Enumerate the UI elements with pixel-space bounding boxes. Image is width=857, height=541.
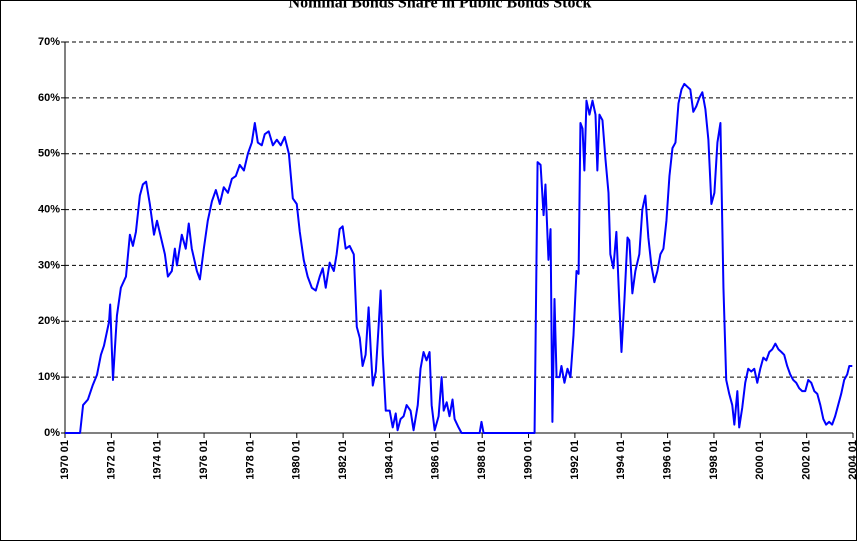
x-tick-label: 1996 01: [661, 440, 673, 480]
x-tick-label: 1970 01: [59, 440, 71, 480]
x-tick-label: 2000 01: [754, 440, 766, 480]
x-tick-label: 1980 01: [291, 440, 303, 480]
x-tick-label: 1978 01: [244, 440, 256, 480]
x-tick-label: 1990 01: [522, 440, 534, 480]
x-tick-label: 1974 01: [152, 440, 164, 480]
x-tick-label: 1992 01: [569, 440, 581, 480]
x-tick-label: 2002 01: [801, 440, 813, 480]
y-tick-label: 50%: [38, 148, 60, 160]
y-tick-label: 40%: [38, 203, 60, 215]
series-line: [65, 82, 853, 434]
y-tick-label: 60%: [38, 92, 60, 104]
y-tick-label: 70%: [38, 36, 60, 48]
y-tick-label: 10%: [38, 371, 60, 383]
x-tick-label: 1986 01: [430, 440, 442, 480]
chart-title: Nominal Bonds Share in Public Bonds Stoc…: [289, 0, 592, 12]
x-tick-label: 1994 01: [615, 440, 627, 480]
y-tick-label: 0%: [44, 427, 60, 439]
x-tick-label: 2004 01: [847, 440, 857, 480]
y-tick-label: 20%: [38, 315, 60, 327]
x-tick-label: 1972 01: [105, 440, 117, 480]
x-tick-label: 1998 01: [708, 440, 720, 480]
x-tick-label: 1976 01: [198, 440, 210, 480]
x-tick-label: 1988 01: [476, 440, 488, 480]
y-tick-label: 30%: [38, 259, 60, 271]
x-tick-label: 1982 01: [337, 440, 349, 480]
x-tick-label: 1984 01: [383, 440, 395, 480]
